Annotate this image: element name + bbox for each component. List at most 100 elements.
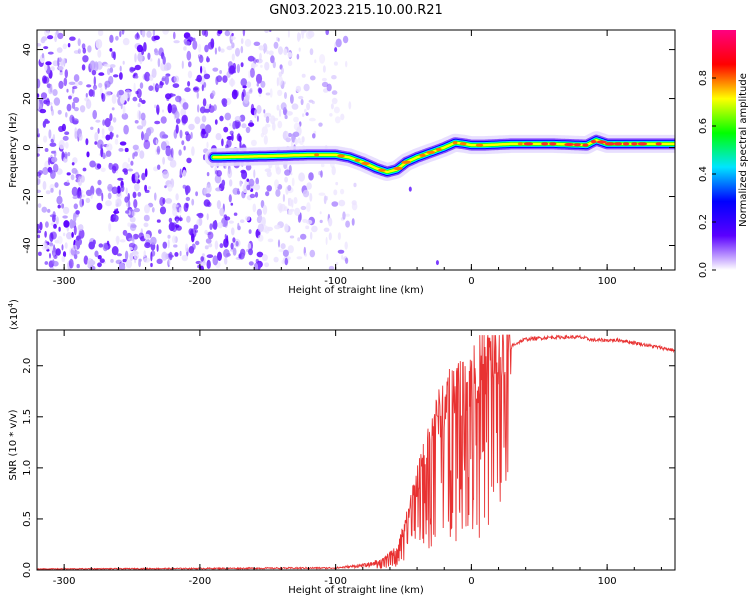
noise-speck: [170, 147, 174, 158]
signal-core: [435, 147, 442, 152]
snr-panel: -300 -200 -100 0 100 0.0 0.5 1.0 1.5 2.0 Height …: [7, 299, 676, 596]
noise-speck: [224, 234, 227, 239]
noise-speck: [101, 92, 104, 100]
noise-speck: [215, 187, 222, 192]
noise-speck: [256, 58, 263, 64]
noise-speck: [310, 231, 313, 240]
noise-speck: [309, 117, 316, 122]
noise-speck: [56, 47, 63, 53]
noise-speck: [75, 210, 80, 215]
bottom-x-tick-label: -300: [53, 576, 76, 587]
noise-speck: [287, 60, 293, 67]
noise-speck: [305, 225, 310, 230]
noise-speck: [167, 234, 171, 239]
noise-speck: [173, 75, 180, 83]
noise-speck: [342, 211, 346, 220]
bottom-y-axis-label: SNR (10 * v/v): [8, 409, 19, 480]
noise-speck: [143, 42, 147, 52]
noise-speck: [181, 60, 184, 69]
noise-speck: [179, 250, 182, 257]
noise-speck: [49, 142, 57, 147]
bottom-y-tick-label: 1.5: [22, 409, 33, 425]
noise-speck: [301, 73, 306, 78]
noise-speck: [179, 217, 183, 222]
noise-speck: [44, 148, 49, 152]
noise-speck: [301, 30, 305, 36]
noise-speck: [144, 71, 151, 82]
noise-speck: [250, 139, 257, 147]
noise-speck: [61, 244, 64, 251]
noise-speck: [37, 203, 42, 209]
noise-speck: [105, 90, 111, 97]
noise-speck: [227, 168, 233, 179]
noise-speck: [276, 104, 280, 111]
noise-speck: [325, 30, 329, 36]
noise-speck: [48, 129, 52, 139]
noise-speck: [224, 216, 231, 221]
noise-speck: [109, 113, 113, 122]
noise-speck: [240, 38, 244, 45]
noise-speck: [181, 114, 188, 124]
noise-speck: [269, 88, 273, 98]
noise-speck: [58, 57, 62, 62]
noise-speck: [65, 112, 68, 118]
noise-speck: [46, 98, 50, 107]
noise-speck: [249, 193, 256, 199]
noise-speck: [66, 103, 72, 112]
noise-speck: [61, 203, 65, 209]
noise-speck: [49, 169, 53, 174]
noise-speck: [82, 55, 89, 63]
noise-speck: [278, 46, 283, 55]
noise-speck: [295, 85, 302, 93]
noise-speck: [287, 245, 294, 254]
noise-speck: [62, 232, 66, 237]
noise-speck: [284, 206, 288, 212]
noise-speck: [309, 192, 313, 202]
noise-speck: [273, 41, 279, 49]
noise-speck: [122, 37, 130, 46]
noise-speck: [256, 115, 259, 122]
noise-speck: [320, 163, 325, 168]
noise-speck: [300, 98, 304, 106]
colorbar-tick-label: 0.8: [698, 70, 709, 86]
noise-speck: [281, 67, 284, 75]
noise-speck: [62, 251, 67, 258]
noise-speck: [54, 32, 58, 36]
noise-speck: [62, 215, 68, 219]
noise-speck: [72, 195, 78, 200]
noise-speck: [159, 206, 167, 215]
noise-speck: [257, 223, 264, 233]
noise-speck: [109, 64, 116, 68]
noise-speck: [284, 223, 289, 233]
noise-speck: [144, 204, 150, 214]
noise-speck: [270, 55, 275, 64]
noise-speck: [264, 262, 270, 268]
noise-speck: [158, 229, 162, 235]
noise-speck: [186, 215, 191, 223]
noise-speck: [127, 200, 131, 208]
noise-speck: [58, 139, 65, 150]
top-y-tick-label: -40: [22, 237, 33, 253]
noise-speck: [67, 43, 71, 48]
noise-speck: [122, 60, 125, 65]
noise-speck: [274, 179, 279, 188]
noise-speck: [221, 138, 224, 147]
noise-speck: [150, 236, 157, 245]
noise-speck: [39, 103, 43, 111]
noise-speck: [345, 257, 349, 264]
noise-speck: [245, 164, 252, 171]
noise-speck: [158, 47, 164, 57]
noise-speck: [37, 93, 40, 98]
noise-speck: [266, 170, 272, 178]
noise-speck: [102, 242, 109, 252]
noise-speck: [134, 64, 141, 71]
noise-speck: [215, 133, 222, 141]
noise-speck: [228, 194, 232, 203]
noise-speck: [136, 109, 141, 120]
noise-speck: [231, 227, 235, 236]
signal-core: [419, 153, 426, 157]
noise-speck: [129, 252, 134, 262]
noise-field: [37, 30, 439, 270]
noise-speck: [127, 168, 134, 172]
noise-speck: [285, 137, 292, 143]
